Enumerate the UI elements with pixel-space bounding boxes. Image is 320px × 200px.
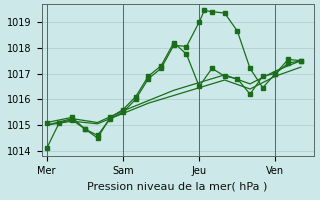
X-axis label: Pression niveau de la mer( hPa ): Pression niveau de la mer( hPa )	[87, 181, 268, 191]
